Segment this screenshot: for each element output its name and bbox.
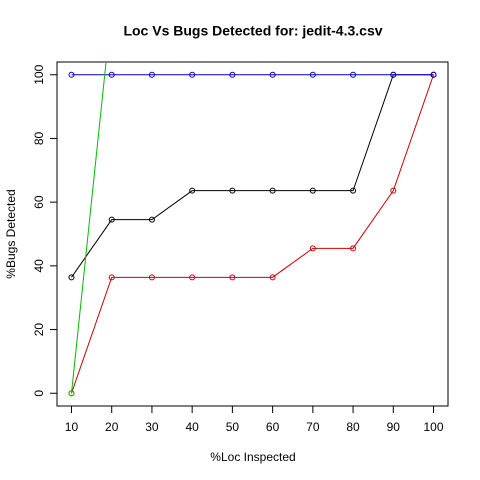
point [309,187,316,194]
point [269,274,276,281]
series-line [71,74,434,278]
y-tick-label: 60 [32,195,46,209]
point [309,71,316,78]
point [108,71,115,78]
point [350,71,357,78]
point [148,274,155,281]
point [148,71,155,78]
point [390,71,397,78]
point [350,187,357,194]
point [269,71,276,78]
point [108,274,115,281]
y-tick-label: 0 [32,390,46,397]
x-tick-label: 20 [105,420,119,434]
x-tick-label: 40 [185,420,199,434]
point [68,390,75,397]
chart-title: Loc Vs Bugs Detected for: jedit-4.3.csv [123,23,382,39]
point [350,245,357,252]
x-axis-label: %Loc Inspected [210,450,295,464]
point [269,187,276,194]
point [430,71,437,78]
x-tick-label: 60 [266,420,280,434]
y-tick-label: 100 [32,64,46,84]
x-tick-label: 70 [306,420,320,434]
point [108,216,115,223]
series-line [70,62,107,394]
point [68,71,75,78]
point [390,187,397,194]
point [309,245,316,252]
point [229,187,236,194]
point [189,71,196,78]
x-tick-label: 50 [226,420,240,434]
x-tick-label: 80 [346,420,360,434]
point [189,187,196,194]
y-tick-label: 20 [32,323,46,337]
plot-box [56,61,449,407]
plot-area [68,5,437,397]
y-tick-label: 80 [32,131,46,145]
series-line [71,74,434,394]
y-axis-label: %Bugs Detected [4,189,18,278]
x-tick-label: 30 [145,420,159,434]
point [109,5,114,10]
point [229,71,236,78]
point [148,216,155,223]
x-tick-label: 100 [424,420,444,434]
point [68,274,75,281]
x-tick-label: 10 [65,420,79,434]
y-tick-label: 40 [32,259,46,273]
point [229,274,236,281]
point [189,274,196,281]
x-tick-label: 90 [387,420,401,434]
